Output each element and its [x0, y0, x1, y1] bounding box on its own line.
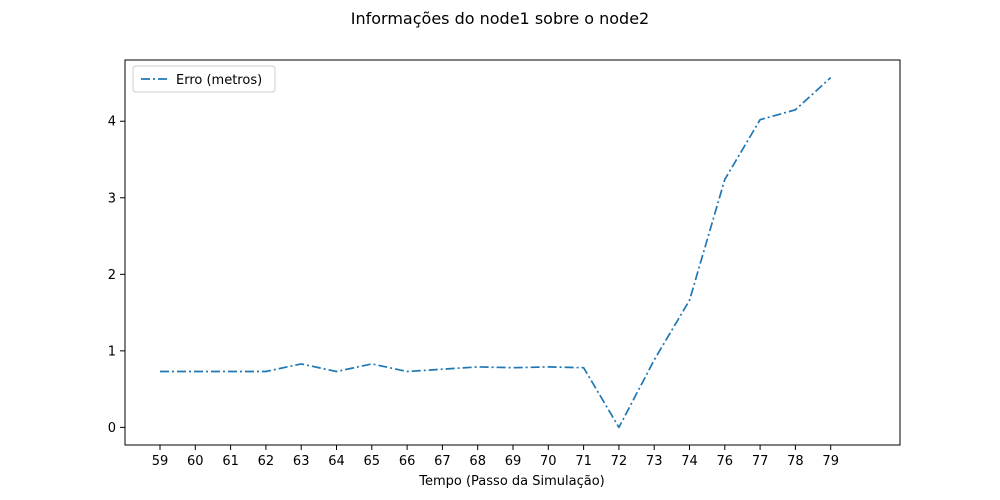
x-tick-label: 66 [399, 454, 416, 469]
x-tick-label: 71 [575, 454, 592, 469]
x-tick-label: 69 [505, 454, 522, 469]
x-tick-label: 70 [540, 454, 557, 469]
x-tick-label: 59 [152, 454, 169, 469]
legend-label-erro: Erro (metros) [176, 73, 262, 88]
y-tick-label: 0 [108, 421, 116, 436]
x-tick-label: 74 [681, 454, 698, 469]
y-tick-label: 4 [108, 115, 116, 130]
x-tick-label: 60 [187, 454, 204, 469]
x-tick-label: 65 [364, 454, 381, 469]
y-tick-label: 1 [108, 344, 116, 359]
x-tick-label: 72 [611, 454, 628, 469]
x-tick-label: 73 [646, 454, 663, 469]
plot-area: 59 60 61 62 63 64 65 66 67 68 69 70 71 72 73 74 76 77 78 79… [108, 59, 901, 469]
x-tick-label: 68 [469, 454, 486, 469]
legend: Erro (metros) [132, 65, 276, 93]
x-tick-label: 64 [328, 454, 345, 469]
x-tick-label: 77 [752, 454, 769, 469]
x-tick-label: 78 [787, 454, 804, 469]
legend-box [132, 65, 276, 93]
x-tick-label: 67 [434, 454, 451, 469]
x-axis-label: Tempo (Passo da Simulação) [418, 474, 605, 489]
y-tick-label: 3 [108, 191, 116, 206]
y-tick-label: 2 [108, 268, 116, 283]
x-tick-label: 61 [222, 454, 239, 469]
series-line-erro [160, 76, 832, 429]
x-tick-label: 63 [293, 454, 310, 469]
x-tick-label: 79 [822, 454, 839, 469]
x-tick-label: 62 [258, 454, 275, 469]
axes-frame [124, 59, 901, 446]
chart-title: Informações do node1 sobre o node2 [351, 9, 649, 28]
x-tick-label: 76 [717, 454, 734, 469]
